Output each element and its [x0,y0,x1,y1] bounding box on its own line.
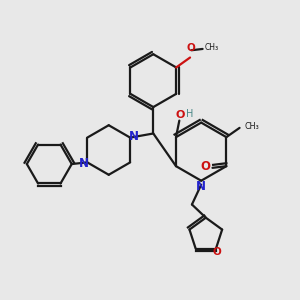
Text: CH₃: CH₃ [204,44,218,52]
Text: O: O [175,110,185,120]
Text: O: O [212,248,221,257]
Text: O: O [200,160,210,173]
Text: O: O [186,43,195,53]
Text: H: H [185,109,193,119]
Text: N: N [128,130,139,143]
Text: N: N [196,180,206,193]
Text: CH₃: CH₃ [244,122,259,131]
Text: N: N [79,157,89,169]
